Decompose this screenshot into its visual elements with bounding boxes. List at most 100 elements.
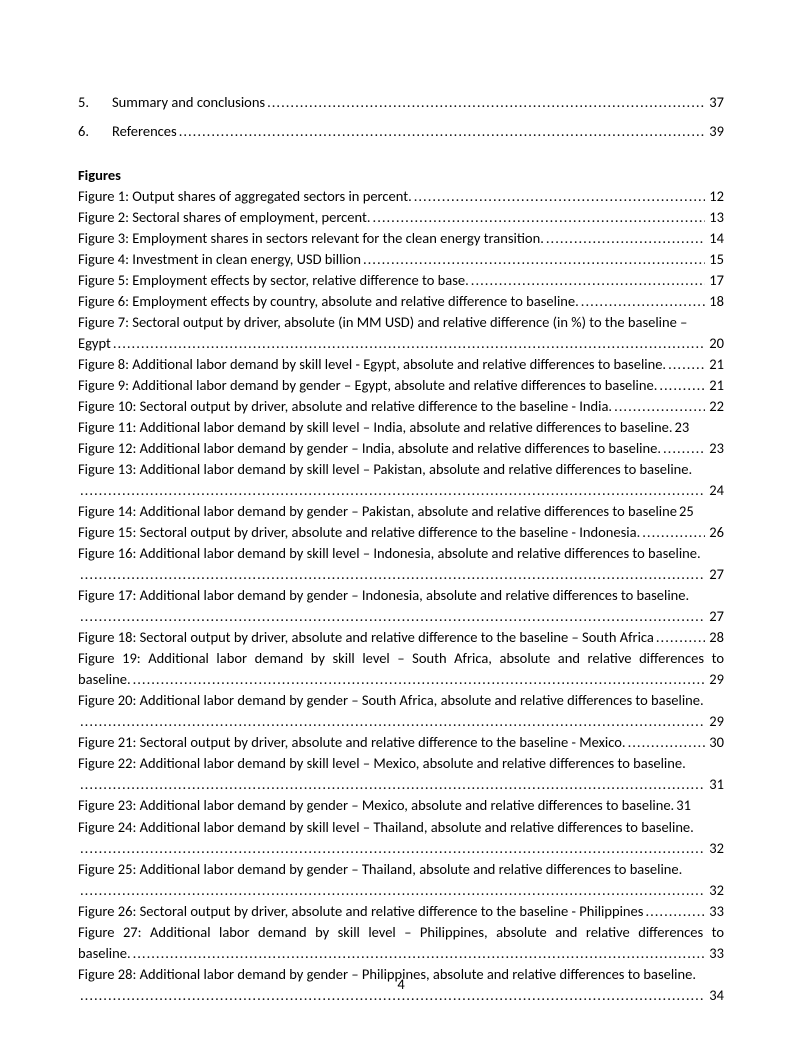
figure-text-line1: Figure 7: Sectoral output by driver, abs…	[78, 312, 724, 333]
figure-page: 33	[707, 901, 724, 922]
toc-entry: 6. References 39	[78, 121, 724, 142]
figure-text-line1: Figure 16: Additional labor demand by sk…	[78, 543, 724, 564]
figure-leader	[471, 270, 706, 291]
figure-text: Figure 1: Output shares of aggregated se…	[78, 186, 412, 207]
page-number: 4	[0, 975, 802, 993]
toc-page: 37	[707, 92, 724, 113]
figure-leader	[628, 732, 706, 753]
figure-text-line1: Figure 25: Additional labor demand by ge…	[78, 859, 724, 880]
figure-text: Figure 8: Additional labor demand by ski…	[78, 354, 666, 375]
figure-page: 18	[707, 291, 724, 312]
figure-leader	[656, 627, 705, 648]
figure-leader	[133, 943, 706, 964]
figure-leader	[80, 880, 705, 901]
figure-text: Figure 9: Additional labor demand by gen…	[78, 375, 657, 396]
figure-text-line1: Figure 17: Additional labor demand by ge…	[78, 585, 724, 606]
figure-leader	[363, 249, 705, 270]
figure-entry: Figure 11: Additional labor demand by sk…	[78, 417, 724, 438]
figure-page: 31	[707, 774, 724, 795]
figure-entry: Figure 4: Investment in clean energy, US…	[78, 249, 724, 270]
figure-leader	[80, 838, 705, 859]
figure-page: 24	[707, 480, 724, 501]
figure-page: 25	[677, 501, 694, 522]
figure-page: 30	[707, 732, 724, 753]
figure-text: Figure 15: Sectoral output by driver, ab…	[78, 522, 640, 543]
figure-entry: Figure 27: Additional labor demand by sk…	[78, 922, 724, 964]
figure-page: 22	[707, 396, 724, 417]
figure-text-line1: Figure 19: Additional labor demand by sk…	[78, 648, 724, 669]
figure-text: Figure 2: Sectoral shares of employment,…	[78, 207, 371, 228]
figure-page: 20	[707, 333, 724, 354]
toc-entry: 5. Summary and conclusions 37	[78, 92, 724, 113]
figure-text: Figure 4: Investment in clean energy, US…	[78, 249, 361, 270]
figure-leader	[80, 480, 705, 501]
figure-text: Figure 3: Employment shares in sectors r…	[78, 228, 544, 249]
figure-text: Figure 23: Additional labor demand by ge…	[78, 795, 674, 816]
figure-entry: Figure 13: Additional labor demand by sk…	[78, 459, 724, 501]
figure-text: Figure 12: Additional labor demand by ge…	[78, 438, 661, 459]
toc-label: References	[112, 121, 177, 142]
figure-entry: Figure 20: Additional labor demand by ge…	[78, 690, 724, 732]
toc-section: 5. Summary and conclusions 37 6. Referen…	[78, 92, 724, 142]
figure-page: 27	[707, 564, 724, 585]
figure-entry: Figure 5: Employment effects by sector, …	[78, 270, 724, 291]
figure-entry: Figure 18: Sectoral output by driver, ab…	[78, 627, 724, 648]
figure-entry: Figure 1: Output shares of aggregated se…	[78, 186, 724, 207]
figure-entry: Figure 17: Additional labor demand by ge…	[78, 585, 724, 627]
figure-text-line1: Figure 13: Additional labor demand by sk…	[78, 459, 724, 480]
figure-page: 26	[707, 522, 724, 543]
figure-text: Figure 21: Sectoral output by driver, ab…	[78, 732, 626, 753]
figure-leader	[133, 669, 706, 690]
figure-entry: Figure 9: Additional labor demand by gen…	[78, 375, 724, 396]
figure-text: Figure 5: Employment effects by sector, …	[78, 270, 469, 291]
figure-leader	[80, 711, 705, 732]
figures-list: Figure 1: Output shares of aggregated se…	[78, 186, 724, 1006]
figure-entry: Figure 23: Additional labor demand by ge…	[78, 795, 724, 816]
figure-page: 12	[707, 186, 724, 207]
figure-entry: Figure 12: Additional labor demand by ge…	[78, 438, 724, 459]
figure-entry: Figure 10: Sectoral output by driver, ab…	[78, 396, 724, 417]
figure-text: Figure 6: Employment effects by country,…	[78, 291, 579, 312]
figure-leader	[642, 522, 705, 543]
toc-label: Summary and conclusions	[112, 92, 265, 113]
figure-leader	[581, 291, 706, 312]
figure-leader	[668, 354, 705, 375]
figure-entry: Figure 16: Additional labor demand by sk…	[78, 543, 724, 585]
figure-leader	[80, 606, 705, 627]
figure-leader	[80, 564, 705, 585]
figure-text-line1: Figure 20: Additional labor demand by ge…	[78, 690, 724, 711]
figure-page: 32	[707, 838, 724, 859]
figure-page: 21	[707, 354, 724, 375]
figure-page: 21	[707, 375, 724, 396]
figure-page: 23	[673, 417, 690, 438]
figure-page: 29	[707, 669, 724, 690]
figure-page: 33	[707, 943, 724, 964]
figure-page: 14	[707, 228, 724, 249]
figure-leader	[113, 333, 705, 354]
figure-text-line2: baseline.	[78, 943, 131, 964]
figure-text-line1: Figure 22: Additional labor demand by sk…	[78, 753, 724, 774]
figure-entry: Figure 2: Sectoral shares of employment,…	[78, 207, 724, 228]
figure-text: Figure 18: Sectoral output by driver, ab…	[78, 627, 654, 648]
figure-text-line2: Egypt	[78, 333, 111, 354]
figure-entry: Figure 14: Additional labor demand by ge…	[78, 501, 724, 522]
figure-entry: Figure 15: Sectoral output by driver, ab…	[78, 522, 724, 543]
toc-number: 5.	[78, 92, 112, 113]
figure-page: 15	[707, 249, 724, 270]
figure-entry: Figure 3: Employment shares in sectors r…	[78, 228, 724, 249]
figure-leader	[659, 375, 705, 396]
toc-leader	[179, 121, 706, 142]
figure-entry: Figure 24: Additional labor demand by sk…	[78, 817, 724, 859]
figure-text: Figure 14: Additional labor demand by ge…	[78, 501, 677, 522]
figure-entry: Figure 19: Additional labor demand by sk…	[78, 648, 724, 690]
figure-page: 27	[707, 606, 724, 627]
figure-entry: Figure 7: Sectoral output by driver, abs…	[78, 312, 724, 354]
figure-entry: Figure 21: Sectoral output by driver, ab…	[78, 732, 724, 753]
figure-page: 13	[707, 207, 724, 228]
figure-text-line1: Figure 24: Additional labor demand by sk…	[78, 817, 724, 838]
figure-entry: Figure 22: Additional labor demand by sk…	[78, 753, 724, 795]
figure-text-line1: Figure 27: Additional labor demand by sk…	[78, 922, 724, 943]
figure-page: 28	[707, 627, 724, 648]
figure-entry: Figure 8: Additional labor demand by ski…	[78, 354, 724, 375]
figure-text-line2: baseline.	[78, 669, 131, 690]
